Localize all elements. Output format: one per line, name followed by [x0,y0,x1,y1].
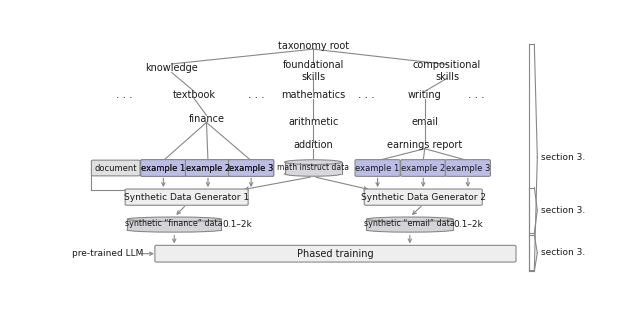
Text: 0.1–2k: 0.1–2k [222,220,252,229]
Text: synthetic “email” data: synthetic “email” data [364,219,455,228]
Text: example 3: example 3 [229,163,273,172]
Text: synthetic “finance” data: synthetic “finance” data [125,219,223,228]
FancyBboxPatch shape [186,160,230,176]
FancyBboxPatch shape [186,160,230,176]
Ellipse shape [367,228,453,232]
Text: arithmetic: arithmetic [288,117,339,127]
Text: document: document [95,163,137,172]
Ellipse shape [285,171,342,176]
Text: . . .: . . . [468,90,485,100]
Text: section 3.: section 3. [541,206,586,215]
Text: earnings report: earnings report [387,140,462,150]
FancyBboxPatch shape [125,189,248,205]
Ellipse shape [367,217,453,221]
Ellipse shape [127,228,221,232]
Text: math instruct data: math instruct data [277,163,349,172]
Text: Synthetic Data Generator 2: Synthetic Data Generator 2 [361,193,486,202]
Text: knowledge: knowledge [145,63,198,73]
FancyBboxPatch shape [92,160,140,176]
Text: section 3.: section 3. [541,249,586,258]
Text: mathematics: mathematics [281,90,345,100]
FancyBboxPatch shape [445,160,490,176]
FancyBboxPatch shape [355,160,400,176]
Ellipse shape [285,160,342,165]
Ellipse shape [127,217,221,221]
Text: example 1: example 1 [355,163,400,172]
Text: . . .: . . . [116,90,133,100]
FancyBboxPatch shape [141,160,186,176]
Text: example 2: example 2 [186,163,230,172]
FancyBboxPatch shape [127,219,221,230]
Text: Synthetic Data Generator 1: Synthetic Data Generator 1 [124,193,249,202]
Text: textbook: textbook [173,90,216,100]
Text: example 1: example 1 [141,163,186,172]
Text: finance: finance [189,114,225,124]
FancyBboxPatch shape [285,162,342,174]
FancyBboxPatch shape [364,189,483,205]
Text: taxonomy root: taxonomy root [278,41,349,51]
FancyBboxPatch shape [401,160,446,176]
Text: Phased training: Phased training [297,249,374,259]
Text: email: email [412,117,438,127]
Text: example 3: example 3 [229,163,273,172]
Text: . . .: . . . [248,90,264,100]
Text: example 2: example 2 [186,163,230,172]
Text: example 1: example 1 [141,163,186,172]
Text: section 3.: section 3. [541,153,586,162]
FancyBboxPatch shape [228,160,274,176]
Text: . . .: . . . [358,90,375,100]
Text: writing: writing [408,90,442,100]
Text: compositional
skills: compositional skills [413,60,481,82]
FancyBboxPatch shape [228,160,274,176]
Text: example 3: example 3 [445,163,490,172]
Text: example 2: example 2 [401,163,445,172]
FancyBboxPatch shape [367,219,453,230]
Text: addition: addition [293,140,333,150]
FancyBboxPatch shape [141,160,186,176]
Text: pre-trained LLM: pre-trained LLM [72,249,143,258]
Text: 0.1–2k: 0.1–2k [453,220,483,229]
FancyBboxPatch shape [155,245,516,262]
Text: foundational
skills: foundational skills [282,60,344,82]
